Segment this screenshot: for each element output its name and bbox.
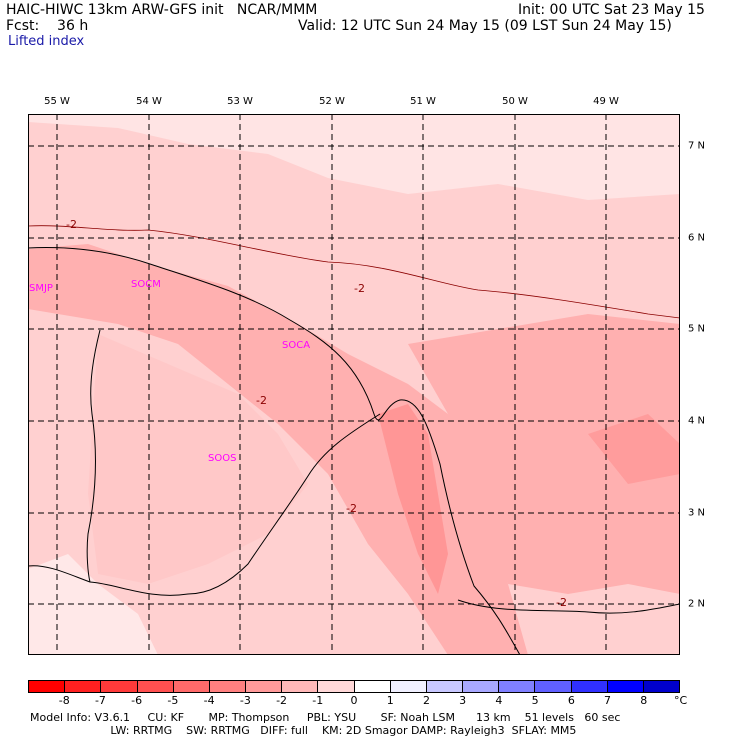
footer-model-info: Model Info: V3.6.1 CU: KF MP: Thompson P… bbox=[30, 711, 621, 724]
colorbar-tick-label: 2 bbox=[422, 694, 430, 707]
band-medium-coast bbox=[28, 244, 528, 655]
lat-label-7n: 7 N bbox=[688, 140, 706, 152]
pale-region-north bbox=[28, 114, 680, 200]
colorbar-swatch bbox=[209, 681, 247, 692]
band-dark-coast bbox=[378, 404, 448, 594]
colorbar-tick-label: 7 bbox=[604, 694, 612, 707]
colorbar-swatch bbox=[354, 681, 391, 692]
lat-label-4n: 4 N bbox=[688, 415, 706, 427]
lon-label-49w: 49 W bbox=[593, 96, 619, 107]
contour-label: -2 bbox=[346, 502, 357, 515]
colorbar-swatch bbox=[390, 681, 427, 692]
lat-label-3n: 3 N bbox=[688, 507, 706, 519]
colorbar-swatch bbox=[282, 681, 319, 692]
colorbar-tick-label: 3 bbox=[459, 694, 467, 707]
lat-label-5n: 5 N bbox=[688, 323, 706, 335]
colorbar bbox=[28, 680, 680, 693]
colorbar-swatch bbox=[571, 681, 608, 692]
colorbar-swatch bbox=[607, 681, 644, 692]
colorbar-swatch bbox=[29, 681, 66, 692]
lat-lon-grid bbox=[28, 114, 680, 655]
colorbar-swatch bbox=[643, 681, 680, 692]
lon-label-55w: 55 W bbox=[44, 96, 70, 107]
lat-label-2n: 2 N bbox=[688, 598, 706, 610]
colorbar-swatch bbox=[499, 681, 536, 692]
colorbar-tick-label: 6 bbox=[567, 694, 575, 707]
colorbar-swatch bbox=[318, 681, 355, 692]
colorbar-swatch bbox=[65, 681, 102, 692]
map-frame bbox=[28, 114, 680, 655]
border-brazil bbox=[457, 599, 680, 614]
colorbar-swatch bbox=[535, 681, 572, 692]
colorbar-tick-label: -4 bbox=[203, 694, 215, 707]
station-label-soca: SOCA bbox=[282, 340, 311, 351]
lon-label-53w: 53 W bbox=[227, 96, 253, 107]
lon-label-50w: 50 W bbox=[502, 96, 528, 107]
contour-line-north bbox=[28, 225, 680, 319]
colorbar-swatch bbox=[463, 681, 500, 692]
colorbar-tick-label: 5 bbox=[531, 694, 539, 707]
colorbar-tick-label: 1 bbox=[386, 694, 394, 707]
header-valid-time: Valid: 12 UTC Sun 24 May 15 (09 LST Sun … bbox=[298, 18, 672, 34]
colorbar-swatch bbox=[173, 681, 210, 692]
lon-label-54w: 54 W bbox=[136, 96, 162, 107]
contour-label: -2 bbox=[256, 394, 267, 407]
border-guyana-suriname bbox=[86, 329, 101, 583]
footer-model-physics: LW: RRTMG SW: RRTMG DIFF: full KM: 2D Sm… bbox=[30, 724, 577, 737]
colorbar-tick-label: -3 bbox=[239, 694, 251, 707]
colorbar-tick-label: -7 bbox=[94, 694, 106, 707]
colorbar-tick-label: -5 bbox=[167, 694, 179, 707]
band-dark-east bbox=[588, 414, 680, 484]
colorbar-swatch bbox=[137, 681, 174, 692]
lat-label-6n: 6 N bbox=[688, 232, 706, 244]
station-label-socm: SOCM bbox=[131, 279, 161, 290]
station-label-soos: SOOS bbox=[208, 453, 237, 464]
band-medium-east bbox=[408, 314, 680, 594]
colorbar-tick-label: -1 bbox=[312, 694, 324, 707]
lifted-index-map bbox=[28, 114, 680, 655]
contour-label: -2 bbox=[556, 596, 567, 609]
colorbar-swatch bbox=[246, 681, 283, 692]
coastline bbox=[28, 247, 521, 655]
header-title: HAIC-HIWC 13km ARW-GFS init NCAR/MMM bbox=[6, 2, 318, 18]
colorbar-tick-label: 8 bbox=[640, 694, 648, 707]
variable-name: Lifted index bbox=[8, 34, 85, 49]
colorbar-swatch bbox=[101, 681, 138, 692]
lon-label-52w: 52 W bbox=[319, 96, 345, 107]
header-init-time: Init: 00 UTC Sat 23 May 15 bbox=[518, 2, 705, 18]
colorbar-tick-label: 4 bbox=[495, 694, 503, 707]
colorbar-tick-label: -8 bbox=[58, 694, 70, 707]
band-light-inland bbox=[88, 334, 308, 584]
station-label-smjp: SMJP bbox=[29, 283, 53, 294]
lon-label-51w: 51 W bbox=[410, 96, 436, 107]
colorbar-tick-label: 0 bbox=[350, 694, 358, 707]
colorbar-tick-label: -6 bbox=[131, 694, 143, 707]
contour-label: -2 bbox=[66, 218, 77, 231]
colorbar-unit: °C bbox=[674, 694, 688, 707]
colorbar-tick-label: -2 bbox=[276, 694, 288, 707]
header-forecast-hour: Fcst: 36 h bbox=[6, 18, 89, 34]
contour-label: -2 bbox=[354, 282, 365, 295]
colorbar-swatch bbox=[426, 681, 464, 692]
